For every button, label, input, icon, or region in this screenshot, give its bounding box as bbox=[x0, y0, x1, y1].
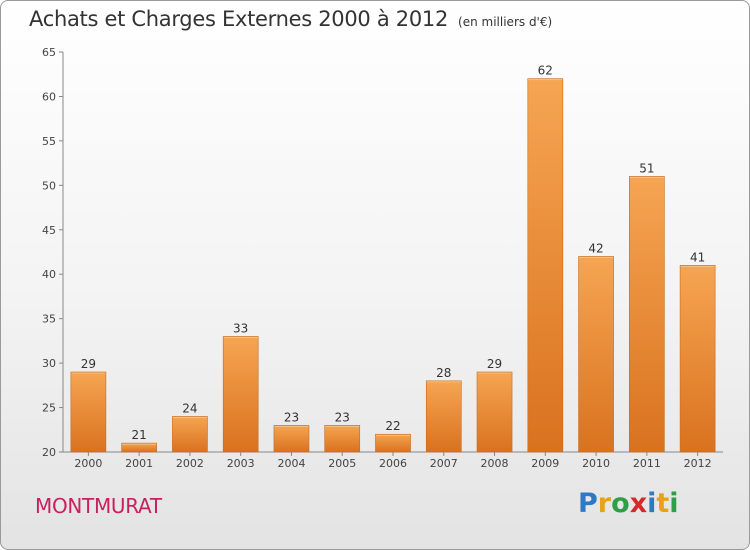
bar-value-label: 33 bbox=[233, 321, 248, 335]
bar bbox=[172, 416, 208, 453]
y-tick-label: 40 bbox=[42, 268, 56, 281]
y-tick-label: 50 bbox=[42, 179, 56, 192]
logo-letter: x bbox=[629, 488, 648, 519]
x-tick-label: 2006 bbox=[379, 457, 407, 470]
x-tick-label: 2004 bbox=[277, 457, 305, 470]
bar-value-label: 23 bbox=[284, 410, 299, 424]
y-tick-label: 20 bbox=[42, 446, 56, 459]
bar bbox=[425, 380, 462, 453]
logo-letter: P bbox=[578, 488, 598, 519]
bar bbox=[527, 78, 564, 453]
bar bbox=[629, 176, 665, 453]
y-tick-label: 25 bbox=[42, 402, 56, 415]
bar bbox=[324, 425, 361, 453]
bar-value-label: 28 bbox=[436, 366, 451, 380]
bar-value-label: 42 bbox=[588, 241, 603, 255]
bar-value-label: 41 bbox=[690, 250, 705, 264]
x-tick-label: 2003 bbox=[227, 457, 255, 470]
proxiti-logo: Proxiti bbox=[578, 488, 679, 519]
x-tick-label: 2012 bbox=[684, 457, 712, 470]
unit-note: (en milliers d'€) bbox=[458, 15, 553, 29]
logo-letter: i bbox=[647, 488, 657, 519]
logo-letter: i bbox=[669, 488, 679, 519]
bar-value-label: 51 bbox=[639, 161, 654, 175]
logo-letter: t bbox=[656, 488, 670, 519]
y-tick-label: 65 bbox=[42, 46, 56, 59]
logo-letter: o bbox=[611, 488, 630, 519]
y-tick-label: 30 bbox=[42, 357, 56, 370]
bar bbox=[222, 336, 259, 453]
bar-value-label: 21 bbox=[132, 428, 147, 442]
x-tick-label: 2000 bbox=[74, 457, 102, 470]
bar-value-label: 22 bbox=[385, 419, 400, 433]
y-tick-label: 55 bbox=[42, 135, 56, 148]
x-tick-label: 2008 bbox=[481, 457, 509, 470]
y-tick-label: 45 bbox=[42, 224, 56, 237]
commune-name: MONTMURAT bbox=[35, 494, 162, 518]
x-tick-label: 2007 bbox=[430, 457, 458, 470]
bar bbox=[476, 371, 513, 453]
y-tick-label: 35 bbox=[42, 313, 56, 326]
bar bbox=[578, 256, 614, 453]
y-tick-label: 60 bbox=[42, 90, 56, 103]
bar bbox=[679, 265, 716, 453]
bar-value-label: 23 bbox=[335, 410, 350, 424]
bar bbox=[375, 433, 411, 453]
x-tick-label: 2011 bbox=[633, 457, 661, 470]
bar bbox=[273, 425, 310, 453]
bar bbox=[70, 371, 107, 453]
bar-value-label: 62 bbox=[538, 64, 553, 78]
bar-value-label: 29 bbox=[81, 357, 96, 371]
chart-title: Achats et Charges Externes 2000 à 2012 bbox=[29, 7, 449, 31]
x-tick-label: 2001 bbox=[125, 457, 153, 470]
bar-value-label: 29 bbox=[487, 357, 502, 371]
x-tick-label: 2002 bbox=[176, 457, 204, 470]
bar bbox=[121, 442, 157, 453]
x-tick-label: 2005 bbox=[328, 457, 356, 470]
bar-value-label: 24 bbox=[182, 401, 197, 415]
logo-letter: r bbox=[597, 488, 612, 519]
x-tick-label: 2010 bbox=[582, 457, 610, 470]
chart-title-block: Achats et Charges Externes 2000 à 2012 (e… bbox=[29, 7, 552, 31]
x-tick-label: 2009 bbox=[531, 457, 559, 470]
